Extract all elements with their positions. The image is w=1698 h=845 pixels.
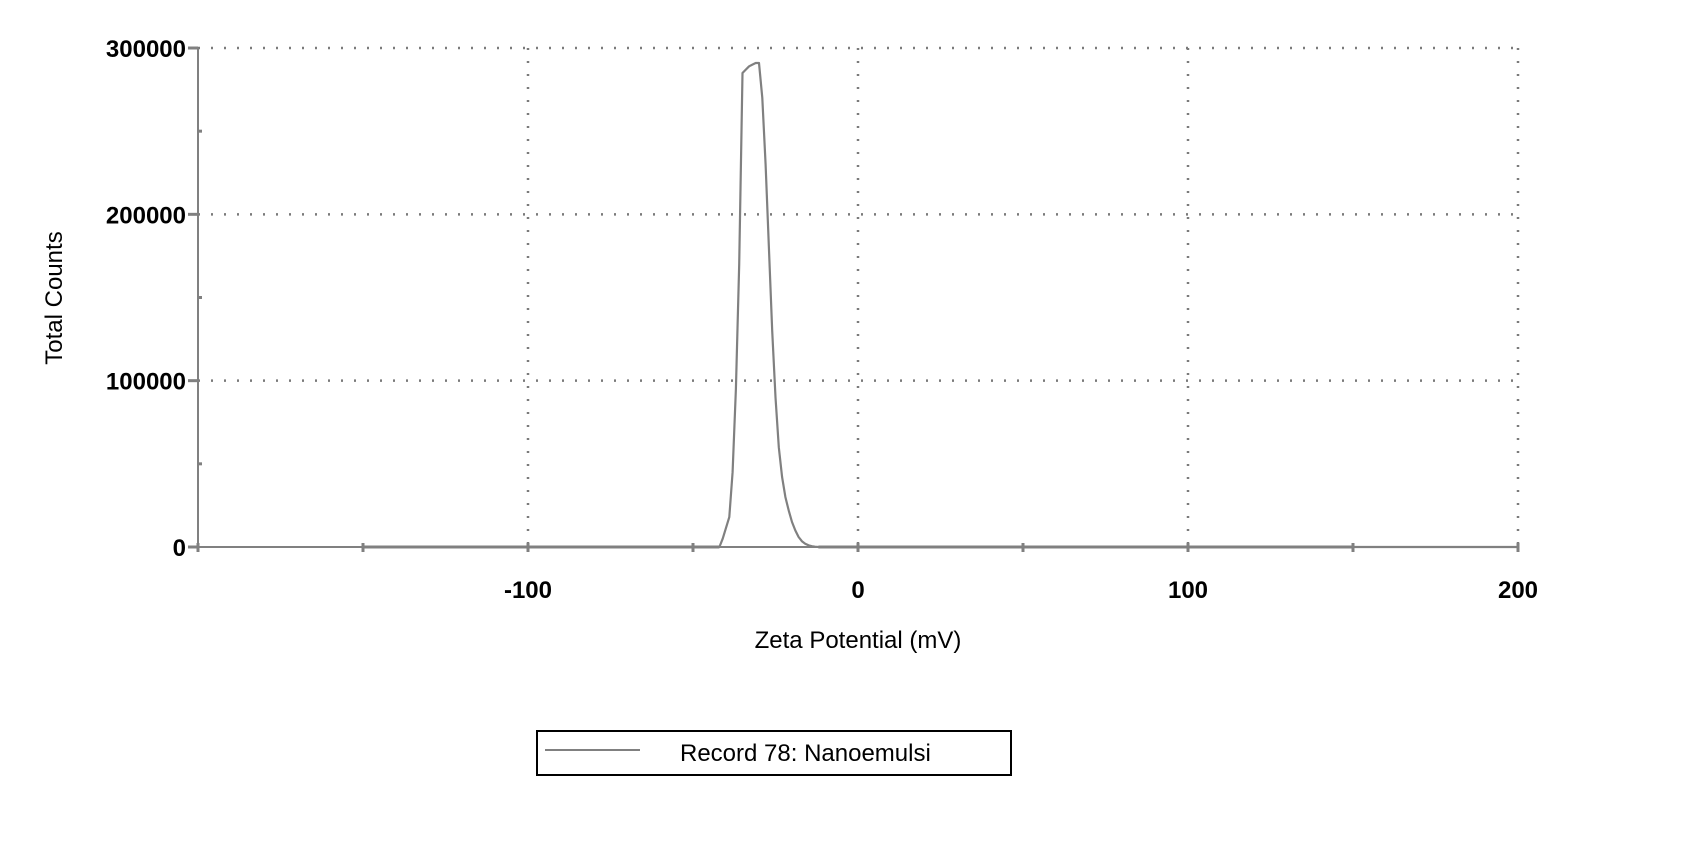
x-tick-label: 200 [1498, 577, 1538, 604]
x-tick-label: -100 [504, 577, 552, 604]
axes [197, 48, 1518, 548]
legend-box [536, 730, 1012, 776]
grid-lines [198, 46, 1520, 547]
x-axis-ticks: -100 0 100 200 [196, 543, 1538, 604]
y-tick-label: 300000 [106, 36, 186, 63]
y-axis-title: Total Counts [41, 231, 68, 364]
x-axis-title: Zeta Potential (mV) [755, 627, 962, 654]
y-tick-label: 100000 [106, 369, 186, 396]
series-line [363, 61, 1518, 549]
y-axis-ticks: 0 100000 200000 300000 [106, 36, 202, 562]
y-tick-label: 0 [173, 535, 186, 562]
x-tick-label: 100 [1168, 577, 1208, 604]
legend: Record 78: Nanoemulsi [536, 730, 1012, 776]
legend-label: Record 78: Nanoemulsi [680, 740, 931, 767]
x-tick-label: 0 [851, 577, 864, 604]
y-tick-label: 200000 [106, 202, 186, 229]
series-layer [363, 61, 1518, 549]
